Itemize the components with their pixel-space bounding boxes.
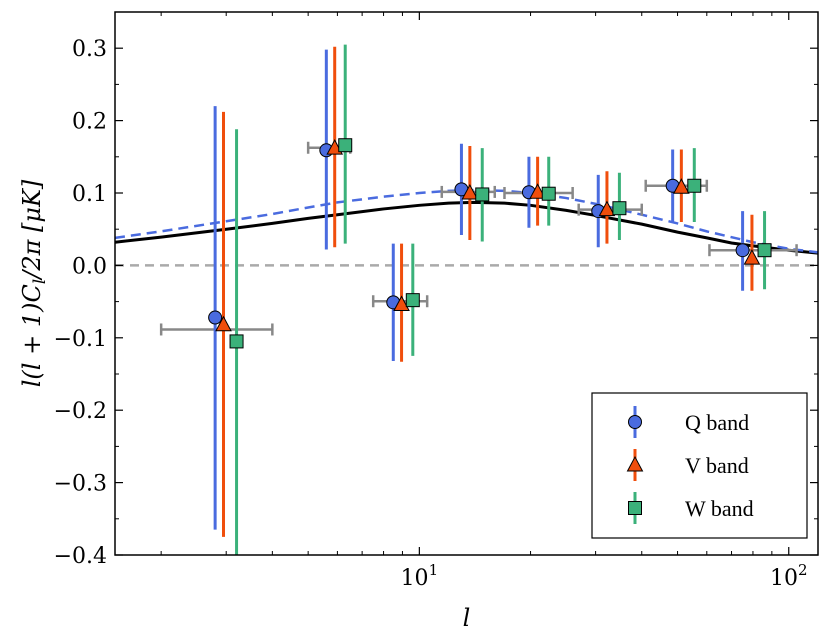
y-tick-label: −0.4: [54, 544, 107, 569]
y-axis-label-lead: l(l + 1)C: [18, 284, 46, 387]
q-band-point: [735, 243, 750, 258]
y-tick-label: 0.0: [72, 254, 107, 279]
legend-item-q-band: Q band: [628, 406, 749, 438]
w-band-point: [229, 334, 244, 349]
w-band-point: [757, 243, 772, 258]
x-tick-label: 102: [770, 561, 808, 591]
y-tick-label: −0.2: [54, 399, 107, 424]
v-band-point: [529, 183, 546, 199]
w-band-point: [687, 178, 702, 193]
v-band-point: [393, 295, 410, 311]
data-points-layer: [208, 138, 772, 349]
legend-marker-circle: [628, 415, 642, 429]
legend-box: [591, 392, 808, 539]
legend: Q band V band W band: [591, 392, 808, 539]
w-band-point: [612, 201, 627, 216]
x-axis-label: l: [463, 604, 471, 632]
model-curve-solid: [114, 200, 819, 255]
y-axis-label: l(l + 1)Cl/2π [μK]: [18, 179, 50, 387]
v-band-point: [215, 315, 232, 332]
model-curves-layer: [114, 188, 819, 255]
plot-frame: [114, 11, 819, 556]
w-band-point: [541, 186, 556, 201]
y-tick-label: 0.2: [72, 110, 107, 135]
axis-ticks-layer: 0.3 0.2 0.1 0.0 −0.1 −0.2 −0.3 −0.4 101 102: [54, 11, 818, 591]
y-axis-label-subscript: l: [30, 279, 50, 284]
x-tick-label: 101: [401, 561, 439, 591]
q-band-point: [208, 310, 223, 325]
y-tick-label: 0.3: [72, 37, 107, 62]
v-band-point: [673, 178, 690, 194]
legend-item-v-band: V band: [626, 449, 749, 481]
v-band-point: [743, 249, 761, 265]
legend-label: W band: [685, 496, 754, 521]
y-axis-label-trail: /2π [μK]: [18, 179, 46, 281]
y-tick-label: −0.3: [54, 472, 107, 497]
legend-label: Q band: [685, 410, 749, 435]
w-band-point: [338, 138, 353, 153]
v-band-point: [598, 200, 616, 217]
legend-marker-square: [628, 501, 642, 515]
bin-width-errorbars-layer: [159, 141, 798, 336]
y-tick-label: −0.1: [54, 327, 107, 352]
w-band-point: [405, 293, 420, 308]
legend-marker-triangle: [626, 455, 644, 472]
v-band-point: [461, 183, 479, 200]
legend-label: V band: [685, 453, 749, 478]
legend-item-w-band: W band: [628, 492, 754, 524]
y-tick-label: 0.1: [72, 182, 107, 207]
w-band-point: [475, 187, 490, 202]
